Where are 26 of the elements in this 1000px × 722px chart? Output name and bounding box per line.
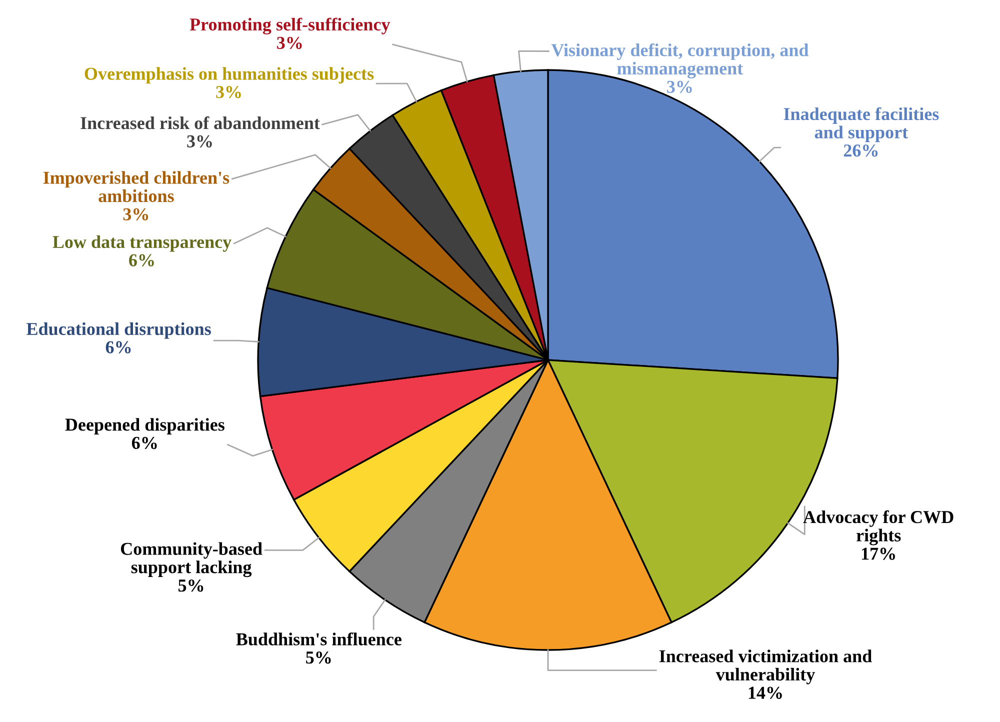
data-label: 5% <box>306 651 331 664</box>
data-label: 17% <box>862 548 895 560</box>
slice-label: Impoverished children's ambitions <box>43 171 230 202</box>
slice-label: Increased risk of abandonment <box>80 116 320 130</box>
data-label: 6% <box>132 436 157 450</box>
slice-label: Buddhism's influence <box>236 632 402 646</box>
data-label: 5% <box>178 579 204 592</box>
slice-label: Increased victimization and vulnerability <box>659 650 872 684</box>
data-label: 3% <box>123 208 148 220</box>
data-label: 3% <box>277 36 302 50</box>
slice-label: Visionary deficit, corruption, and mismanagement <box>551 43 809 78</box>
slice-label: Promoting self-sufficiency <box>190 18 390 34</box>
data-label: 26% <box>844 144 878 157</box>
slice-label: Community-based support lacking <box>120 542 262 578</box>
slice-label: Inadequate facilities and support <box>784 107 939 142</box>
data-label: 3% <box>216 86 241 98</box>
data-label: 14% <box>748 686 782 699</box>
slice-label: Advocacy for CWD rights <box>803 510 954 546</box>
slice-label: Educational disruptions <box>26 322 211 339</box>
data-label: 3% <box>187 135 212 148</box>
slice-label: Overemphasis on humanities subjects <box>84 67 374 84</box>
data-label: 6% <box>129 254 154 266</box>
slice-label: Low data transparency <box>52 235 232 252</box>
data-label: 3% <box>667 80 692 94</box>
slice-label: Deepened disparities <box>65 418 224 434</box>
data-label: 6% <box>106 341 131 354</box>
